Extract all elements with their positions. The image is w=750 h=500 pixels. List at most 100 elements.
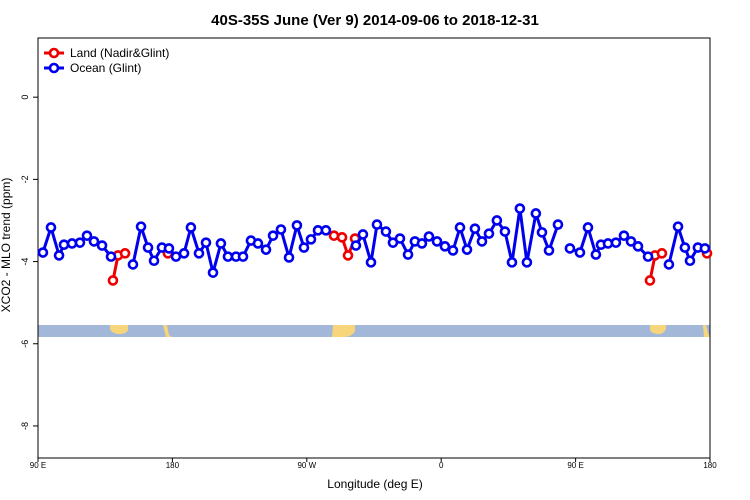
- data-point: [684, 255, 696, 267]
- data-point: [447, 245, 459, 256]
- data-point: [37, 247, 49, 258]
- data-point: [483, 228, 495, 239]
- data-point: [582, 222, 594, 233]
- data-point: [564, 243, 576, 254]
- data-point: [663, 259, 675, 270]
- data-point: [74, 237, 86, 248]
- data-point: [416, 238, 428, 249]
- data-point: [530, 208, 542, 219]
- data-point: [215, 238, 227, 249]
- x-tick-label: 90 E: [30, 461, 46, 470]
- y-tick-label: -2: [20, 175, 30, 183]
- data-point: [88, 236, 100, 247]
- legend-marker: [48, 62, 60, 74]
- data-point: [521, 257, 533, 268]
- legend-marker: [48, 47, 60, 59]
- land-blob: [163, 325, 172, 337]
- x-tick-label: 90 W: [297, 461, 316, 470]
- legend-label: Land (Nadir&Glint): [70, 46, 169, 60]
- data-point: [699, 243, 711, 254]
- data-point: [193, 248, 205, 259]
- land-blob: [650, 325, 666, 334]
- data-point: [380, 226, 392, 237]
- data-point: [320, 225, 332, 236]
- data-point: [514, 203, 526, 214]
- land-blob: [332, 325, 355, 337]
- map-strip: [38, 325, 710, 337]
- data-point: [656, 248, 668, 259]
- data-point: [298, 242, 310, 253]
- data-point: [119, 248, 131, 259]
- y-tick-label: -6: [20, 340, 30, 348]
- data-point: [476, 236, 488, 247]
- data-point: [185, 222, 197, 233]
- data-point: [679, 242, 691, 253]
- legend-label: Ocean (Glint): [70, 61, 141, 75]
- data-point: [357, 229, 369, 240]
- data-point: [291, 220, 303, 231]
- data-point: [283, 252, 295, 263]
- data-point: [127, 259, 139, 270]
- data-point: [105, 251, 117, 262]
- data-point: [365, 257, 377, 268]
- data-point: [260, 244, 272, 255]
- x-tick-label: 180: [703, 461, 717, 470]
- data-point: [328, 230, 340, 241]
- x-axis-label: Longitude (deg E): [327, 477, 422, 491]
- data-point: [574, 247, 586, 258]
- data-point: [402, 249, 414, 260]
- data-point: [305, 234, 317, 245]
- data-point: [618, 230, 630, 241]
- data-point: [178, 248, 190, 259]
- data-point: [342, 250, 354, 261]
- data-point: [45, 222, 57, 233]
- data-point: [237, 251, 249, 262]
- data-point: [469, 223, 481, 234]
- data-point: [454, 222, 466, 233]
- data-point: [207, 267, 219, 278]
- ocean-strip: [38, 325, 710, 337]
- data-point: [439, 241, 451, 252]
- y-tick-label: 0: [20, 95, 30, 100]
- data-point: [336, 232, 348, 243]
- data-point: [371, 219, 383, 230]
- data-point: [107, 275, 119, 286]
- data-point: [506, 257, 518, 268]
- data-point: [275, 224, 287, 235]
- data-point: [58, 239, 70, 251]
- data-point: [148, 255, 160, 267]
- data-point: [81, 230, 93, 241]
- data-point: [610, 237, 622, 248]
- data-point: [252, 238, 264, 249]
- data-point: [394, 233, 406, 244]
- data-point: [625, 236, 637, 247]
- data-point: [350, 240, 362, 251]
- y-tick-label: -4: [20, 258, 30, 266]
- data-point: [536, 227, 548, 238]
- data-point: [142, 242, 154, 253]
- data-point: [499, 226, 511, 237]
- data-point: [423, 231, 435, 242]
- data-point: [642, 251, 654, 262]
- data-point: [543, 245, 555, 256]
- data-point: [590, 249, 602, 260]
- data-point: [135, 221, 147, 232]
- x-tick-label: 180: [166, 461, 180, 470]
- data-point: [163, 243, 175, 254]
- chart-title: 40S-35S June (Ver 9) 2014-09-06 to 2018-…: [211, 12, 539, 29]
- land-blob: [703, 325, 710, 337]
- y-tick-label: -8: [20, 422, 30, 430]
- data-point: [53, 250, 65, 261]
- data-point: [200, 237, 212, 248]
- x-tick-label: 0: [439, 461, 444, 470]
- y-axis-label: XCO2 - MLO trend (ppm): [0, 178, 13, 313]
- data-point: [672, 221, 684, 232]
- data-point: [491, 215, 503, 226]
- data-point: [644, 275, 656, 286]
- land-blob: [110, 325, 128, 334]
- data-point: [96, 240, 108, 251]
- x-tick-label: 90 E: [567, 461, 583, 470]
- data-point: [267, 230, 279, 241]
- data-point: [632, 241, 644, 252]
